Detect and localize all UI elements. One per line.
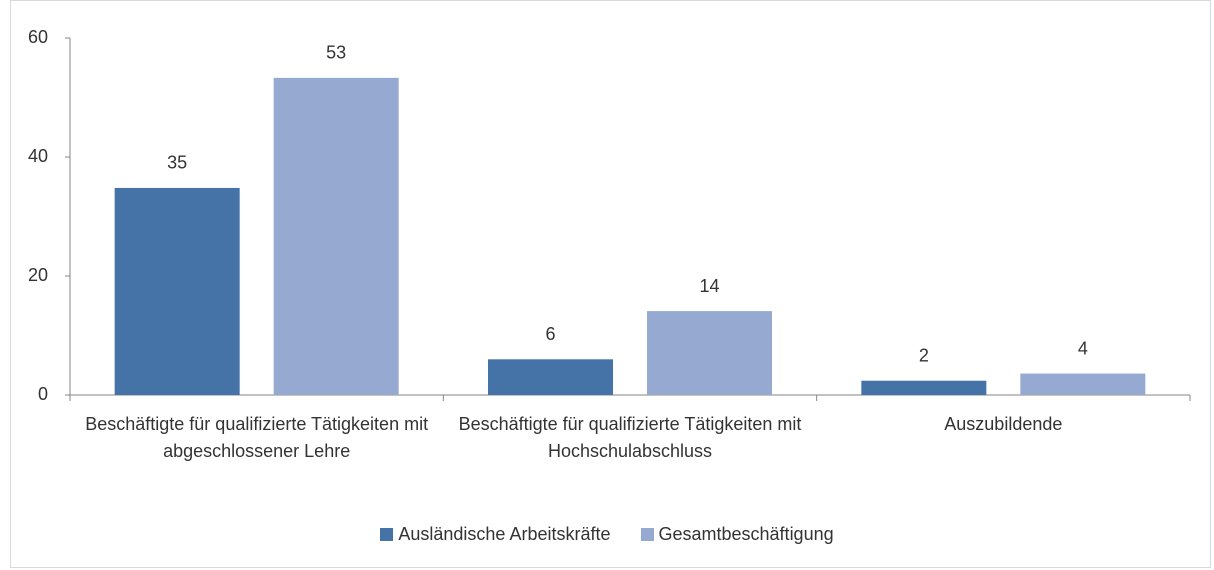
data-label: 6 xyxy=(545,324,555,344)
legend-label: Gesamtbeschäftigung xyxy=(658,524,834,544)
data-label: 35 xyxy=(167,153,187,173)
x-tick-label: Auszubildende xyxy=(944,414,1063,434)
bar xyxy=(861,380,987,395)
legend-label: Ausländische Arbeitskräfte xyxy=(398,524,611,544)
legend-item: Ausländische Arbeitskräfte xyxy=(380,524,611,545)
x-label-box: Auszubildende xyxy=(944,414,1063,434)
data-label: 2 xyxy=(919,345,929,365)
legend-swatch xyxy=(380,528,394,541)
legend-item: Gesamtbeschäftigung xyxy=(640,524,834,545)
x-tick-label: Beschäftigte für qualifizierte Tätigkeit… xyxy=(458,414,802,461)
data-label: 4 xyxy=(1078,338,1088,358)
y-tick-label: 20 xyxy=(28,265,48,285)
y-tick-label: 40 xyxy=(28,146,48,166)
bar xyxy=(1020,373,1146,395)
legend: Ausländische Arbeitskräfte Gesamtbeschäft… xyxy=(0,524,1214,545)
x-tick-label: Beschäftigte für qualifizierte Tätigkeit… xyxy=(85,414,429,461)
chart-border xyxy=(10,0,1211,568)
bar xyxy=(273,77,399,396)
legend-swatch xyxy=(640,528,654,541)
y-tick-label: 0 xyxy=(38,384,48,404)
bar xyxy=(114,187,240,395)
x-label-box: Beschäftigte für qualifizierte Tätigkeit… xyxy=(458,414,802,461)
data-label: 53 xyxy=(326,43,346,63)
bar xyxy=(647,311,772,395)
bar xyxy=(488,359,613,395)
x-label-box: Beschäftigte für qualifizierte Tätigkeit… xyxy=(85,414,429,461)
data-label: 14 xyxy=(699,276,719,296)
y-tick-label: 60 xyxy=(28,27,48,47)
